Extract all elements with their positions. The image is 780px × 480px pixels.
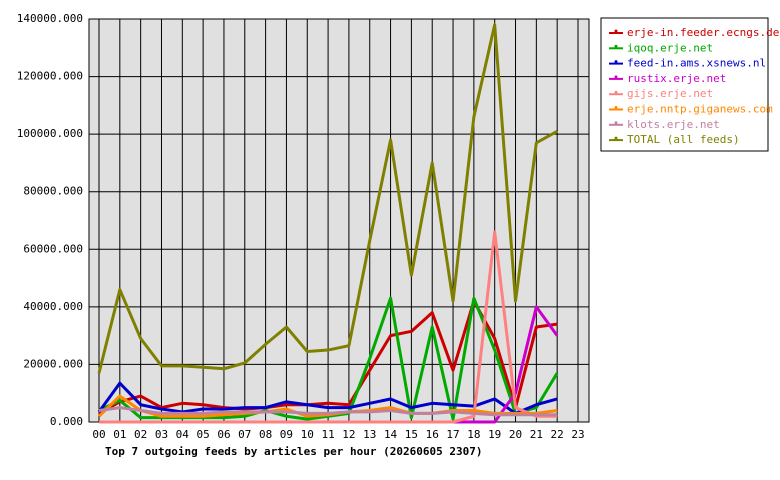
legend-dot [614,121,618,125]
series-line [98,406,558,417]
x-tick-label: 05 [197,428,210,441]
x-tick-label: 12 [342,428,355,441]
legend-dot [614,106,618,109]
y-tick-label: 80000.000 [23,185,83,198]
legend-dot [614,75,618,79]
chart-title: Top 7 outgoing feeds by articles per hou… [105,445,483,458]
y-tick-label: 60000.000 [23,242,83,255]
x-tick-label: 09 [280,428,293,441]
y-tick-label: 140000.000 [17,12,83,25]
series-line [97,23,558,374]
x-tick-label: 00 [92,428,105,441]
plot-area [88,18,590,423]
legend-box [600,17,769,152]
x-tick-label: 17 [446,428,459,441]
legend-label: feed-in.ams.xsnews.nl [627,57,766,70]
legend-label: gijs.erje.net [627,87,713,100]
x-tick-label: 13 [363,428,376,441]
x-tick-label: 14 [384,428,398,441]
legend-dot [614,44,618,48]
legend-dot [614,90,618,94]
x-tick-label: 02 [134,428,147,441]
legend-label: rustix.erje.net [627,72,726,85]
y-tick-label: 40000.000 [23,300,83,313]
legend-label: erje.nntp.giganews.com [627,103,773,116]
x-tick-label: 08 [259,428,272,441]
legend-dot [614,60,618,64]
y-tick-label: 100000.000 [17,127,83,140]
legend-label: klots.erje.net [627,118,720,131]
y-tick-label: 20000.000 [23,357,83,370]
x-tick-label: 20 [509,428,522,441]
x-tick-label: 16 [426,428,439,441]
legend-dot [614,136,618,140]
y-tick-label: 120000.000 [17,70,83,83]
x-tick-label: 22 [551,428,564,441]
x-tick-label: 21 [530,428,543,441]
x-tick-label: 03 [155,428,168,441]
legend-dot [614,29,618,33]
x-tick-label: 15 [405,428,418,441]
x-tick-label: 11 [321,428,334,441]
series-line [97,381,558,415]
x-tick-label: 23 [571,428,584,441]
legend-label: TOTAL (all feeds) [627,133,740,146]
y-tick-label: 0.000 [50,415,83,428]
x-tick-label: 06 [217,428,230,441]
x-tick-label: 19 [488,428,501,441]
legend-label: erje-in.feeder.ecngs.de [627,26,779,39]
series-line [99,230,558,424]
x-tick-label: 04 [176,428,190,441]
x-tick-label: 18 [467,428,480,441]
x-tick-label: 01 [113,428,126,441]
x-tick-label: 07 [238,428,251,441]
legend-label: iqoq.erje.net [627,41,713,54]
x-tick-label: 10 [301,428,314,441]
